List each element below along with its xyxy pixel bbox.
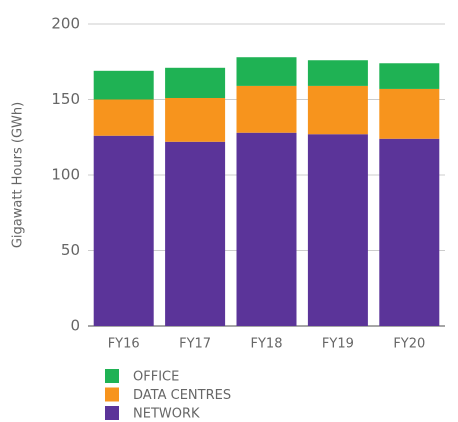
bar-segment bbox=[379, 63, 440, 89]
x-tick-label: FY17 bbox=[179, 337, 211, 352]
bar-segment bbox=[236, 85, 297, 133]
bar-segment bbox=[379, 88, 440, 139]
bar-segment bbox=[93, 135, 154, 326]
bar-segment bbox=[165, 97, 226, 142]
legend-label: DATA CENTRES bbox=[133, 388, 231, 403]
bar-segment bbox=[165, 141, 226, 326]
x-tick-label: FY20 bbox=[393, 337, 425, 352]
bar-segment bbox=[165, 67, 226, 98]
bar-segment bbox=[379, 138, 440, 326]
legend-swatch bbox=[105, 387, 119, 402]
bar-segment bbox=[236, 57, 297, 86]
bar-segment bbox=[236, 132, 297, 326]
legend-swatch bbox=[105, 406, 119, 420]
x-tick-label: FY19 bbox=[322, 337, 354, 352]
y-tick-label: 50 bbox=[61, 241, 80, 259]
legend-label: OFFICE bbox=[133, 370, 179, 385]
y-tick-label: 0 bbox=[70, 317, 80, 335]
legend-swatch bbox=[105, 369, 119, 383]
bar-segment bbox=[307, 134, 368, 326]
bar-segment bbox=[307, 60, 368, 86]
legend-label: NETWORK bbox=[133, 407, 200, 422]
x-tick-label: FY18 bbox=[251, 337, 283, 352]
bar-segment bbox=[307, 85, 368, 135]
y-tick-label: 100 bbox=[51, 166, 80, 184]
bar-segment bbox=[93, 99, 154, 136]
bar-segment bbox=[93, 70, 154, 100]
x-tick-label: FY16 bbox=[108, 337, 140, 352]
y-tick-label: 150 bbox=[51, 90, 80, 108]
y-tick-label: 200 bbox=[51, 15, 80, 33]
y-axis-label: Gigawatt Hours (GWh) bbox=[11, 102, 26, 248]
